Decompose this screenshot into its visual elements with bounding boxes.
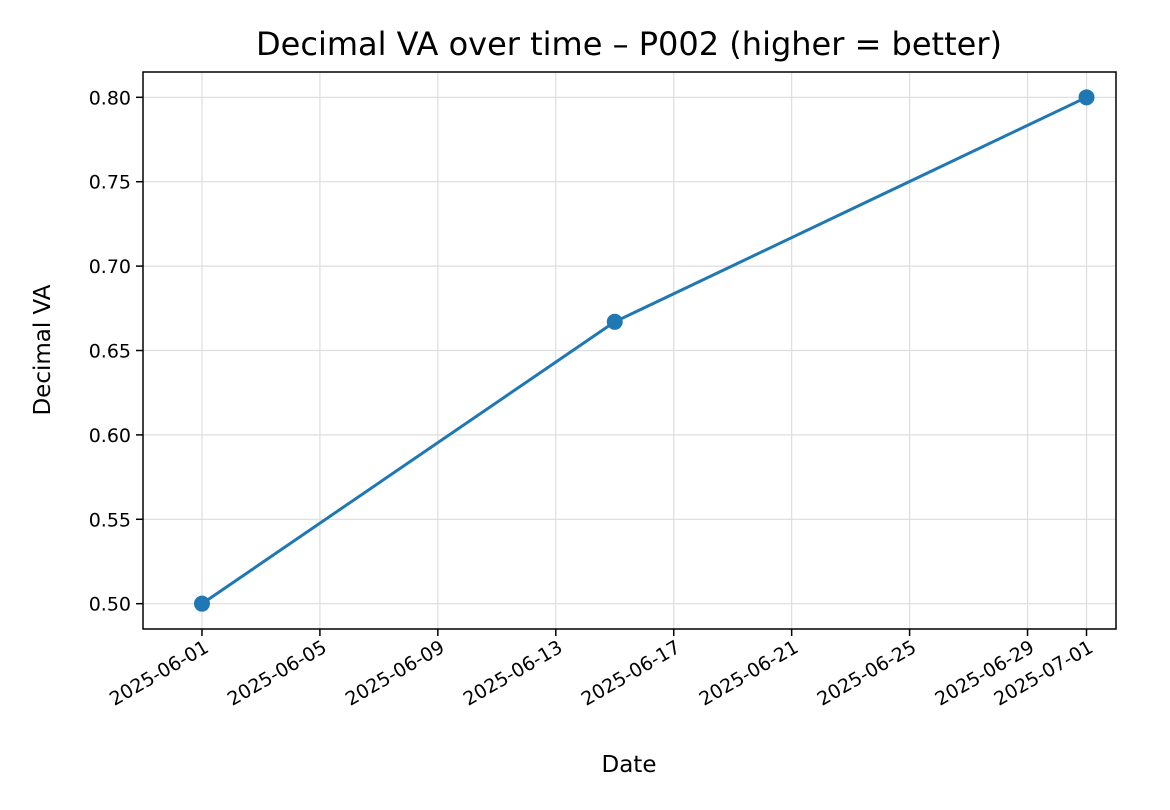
data-point bbox=[1078, 89, 1095, 106]
y-tick-label: 0.50 bbox=[89, 594, 131, 616]
y-axis-label: Decimal VA bbox=[30, 284, 56, 415]
y-tick-label: 0.80 bbox=[89, 87, 131, 109]
grid-lines bbox=[143, 72, 1116, 629]
data-point bbox=[193, 595, 210, 612]
x-axis-label: Date bbox=[602, 752, 657, 778]
y-tick-label: 0.70 bbox=[89, 256, 131, 278]
chart-title: Decimal VA over time – P002 (higher = be… bbox=[256, 25, 1002, 63]
y-tick-label: 0.65 bbox=[89, 341, 131, 363]
y-axis-ticks: 0.50 0.55 0.60 0.65 0.70 0.75 0.80 bbox=[89, 87, 143, 616]
y-tick-label: 0.55 bbox=[89, 509, 131, 531]
data-point bbox=[606, 313, 623, 330]
y-tick-label: 0.60 bbox=[89, 425, 131, 447]
y-tick-label: 0.75 bbox=[89, 172, 131, 194]
series-layer bbox=[193, 89, 1095, 612]
